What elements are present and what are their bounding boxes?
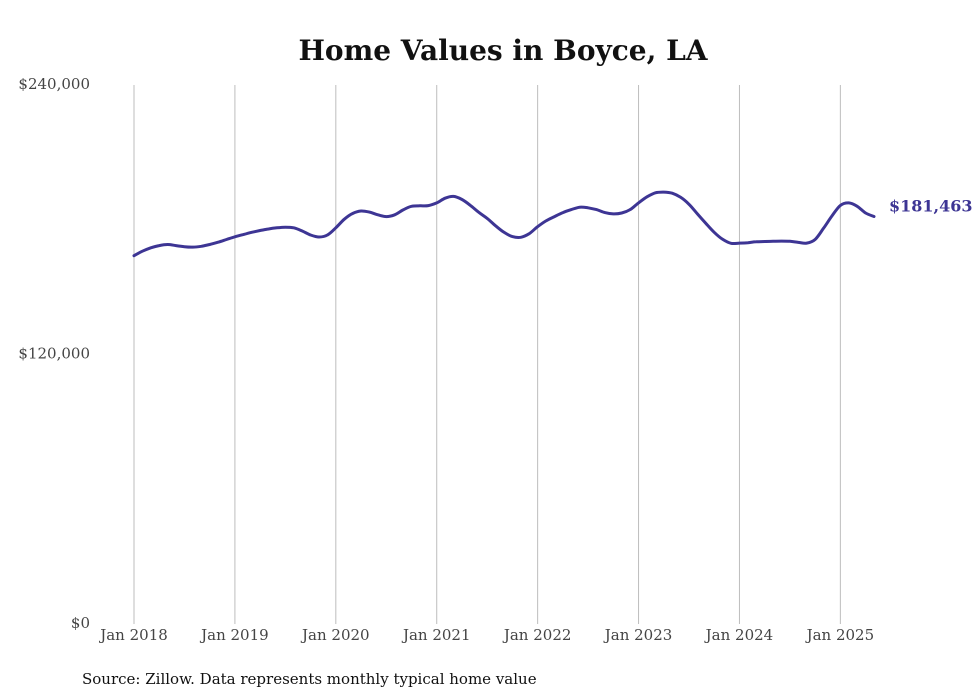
x-tick-label: Jan 2022 xyxy=(502,626,572,644)
x-tick-label: Jan 2020 xyxy=(300,626,370,644)
y-axis-ticks: $0 $120,000 $240,000 xyxy=(18,75,90,632)
gridlines xyxy=(133,85,841,624)
x-tick-label: Jan 2021 xyxy=(401,626,471,644)
x-tick-label: Jan 2025 xyxy=(805,626,875,644)
x-tick-label: Jan 2023 xyxy=(603,626,673,644)
x-tick-label: Jan 2019 xyxy=(199,626,269,644)
x-tick-label: Jan 2018 xyxy=(98,626,168,644)
y-tick-label: $240,000 xyxy=(18,75,90,93)
y-tick-label: $120,000 xyxy=(18,345,90,363)
series-line xyxy=(132,190,876,258)
x-axis-ticks: Jan 2018 Jan 2019 Jan 2020 Jan 2021 Jan 2022… xyxy=(98,626,874,644)
source-note: Source: Zillow. Data represents monthly … xyxy=(82,670,537,688)
y-tick-label: $0 xyxy=(71,614,90,632)
chart-title: Home Values in Boyce, LA xyxy=(298,34,708,67)
x-tick-label: Jan 2024 xyxy=(704,626,774,644)
end-value-label: $181,463 xyxy=(889,197,973,216)
